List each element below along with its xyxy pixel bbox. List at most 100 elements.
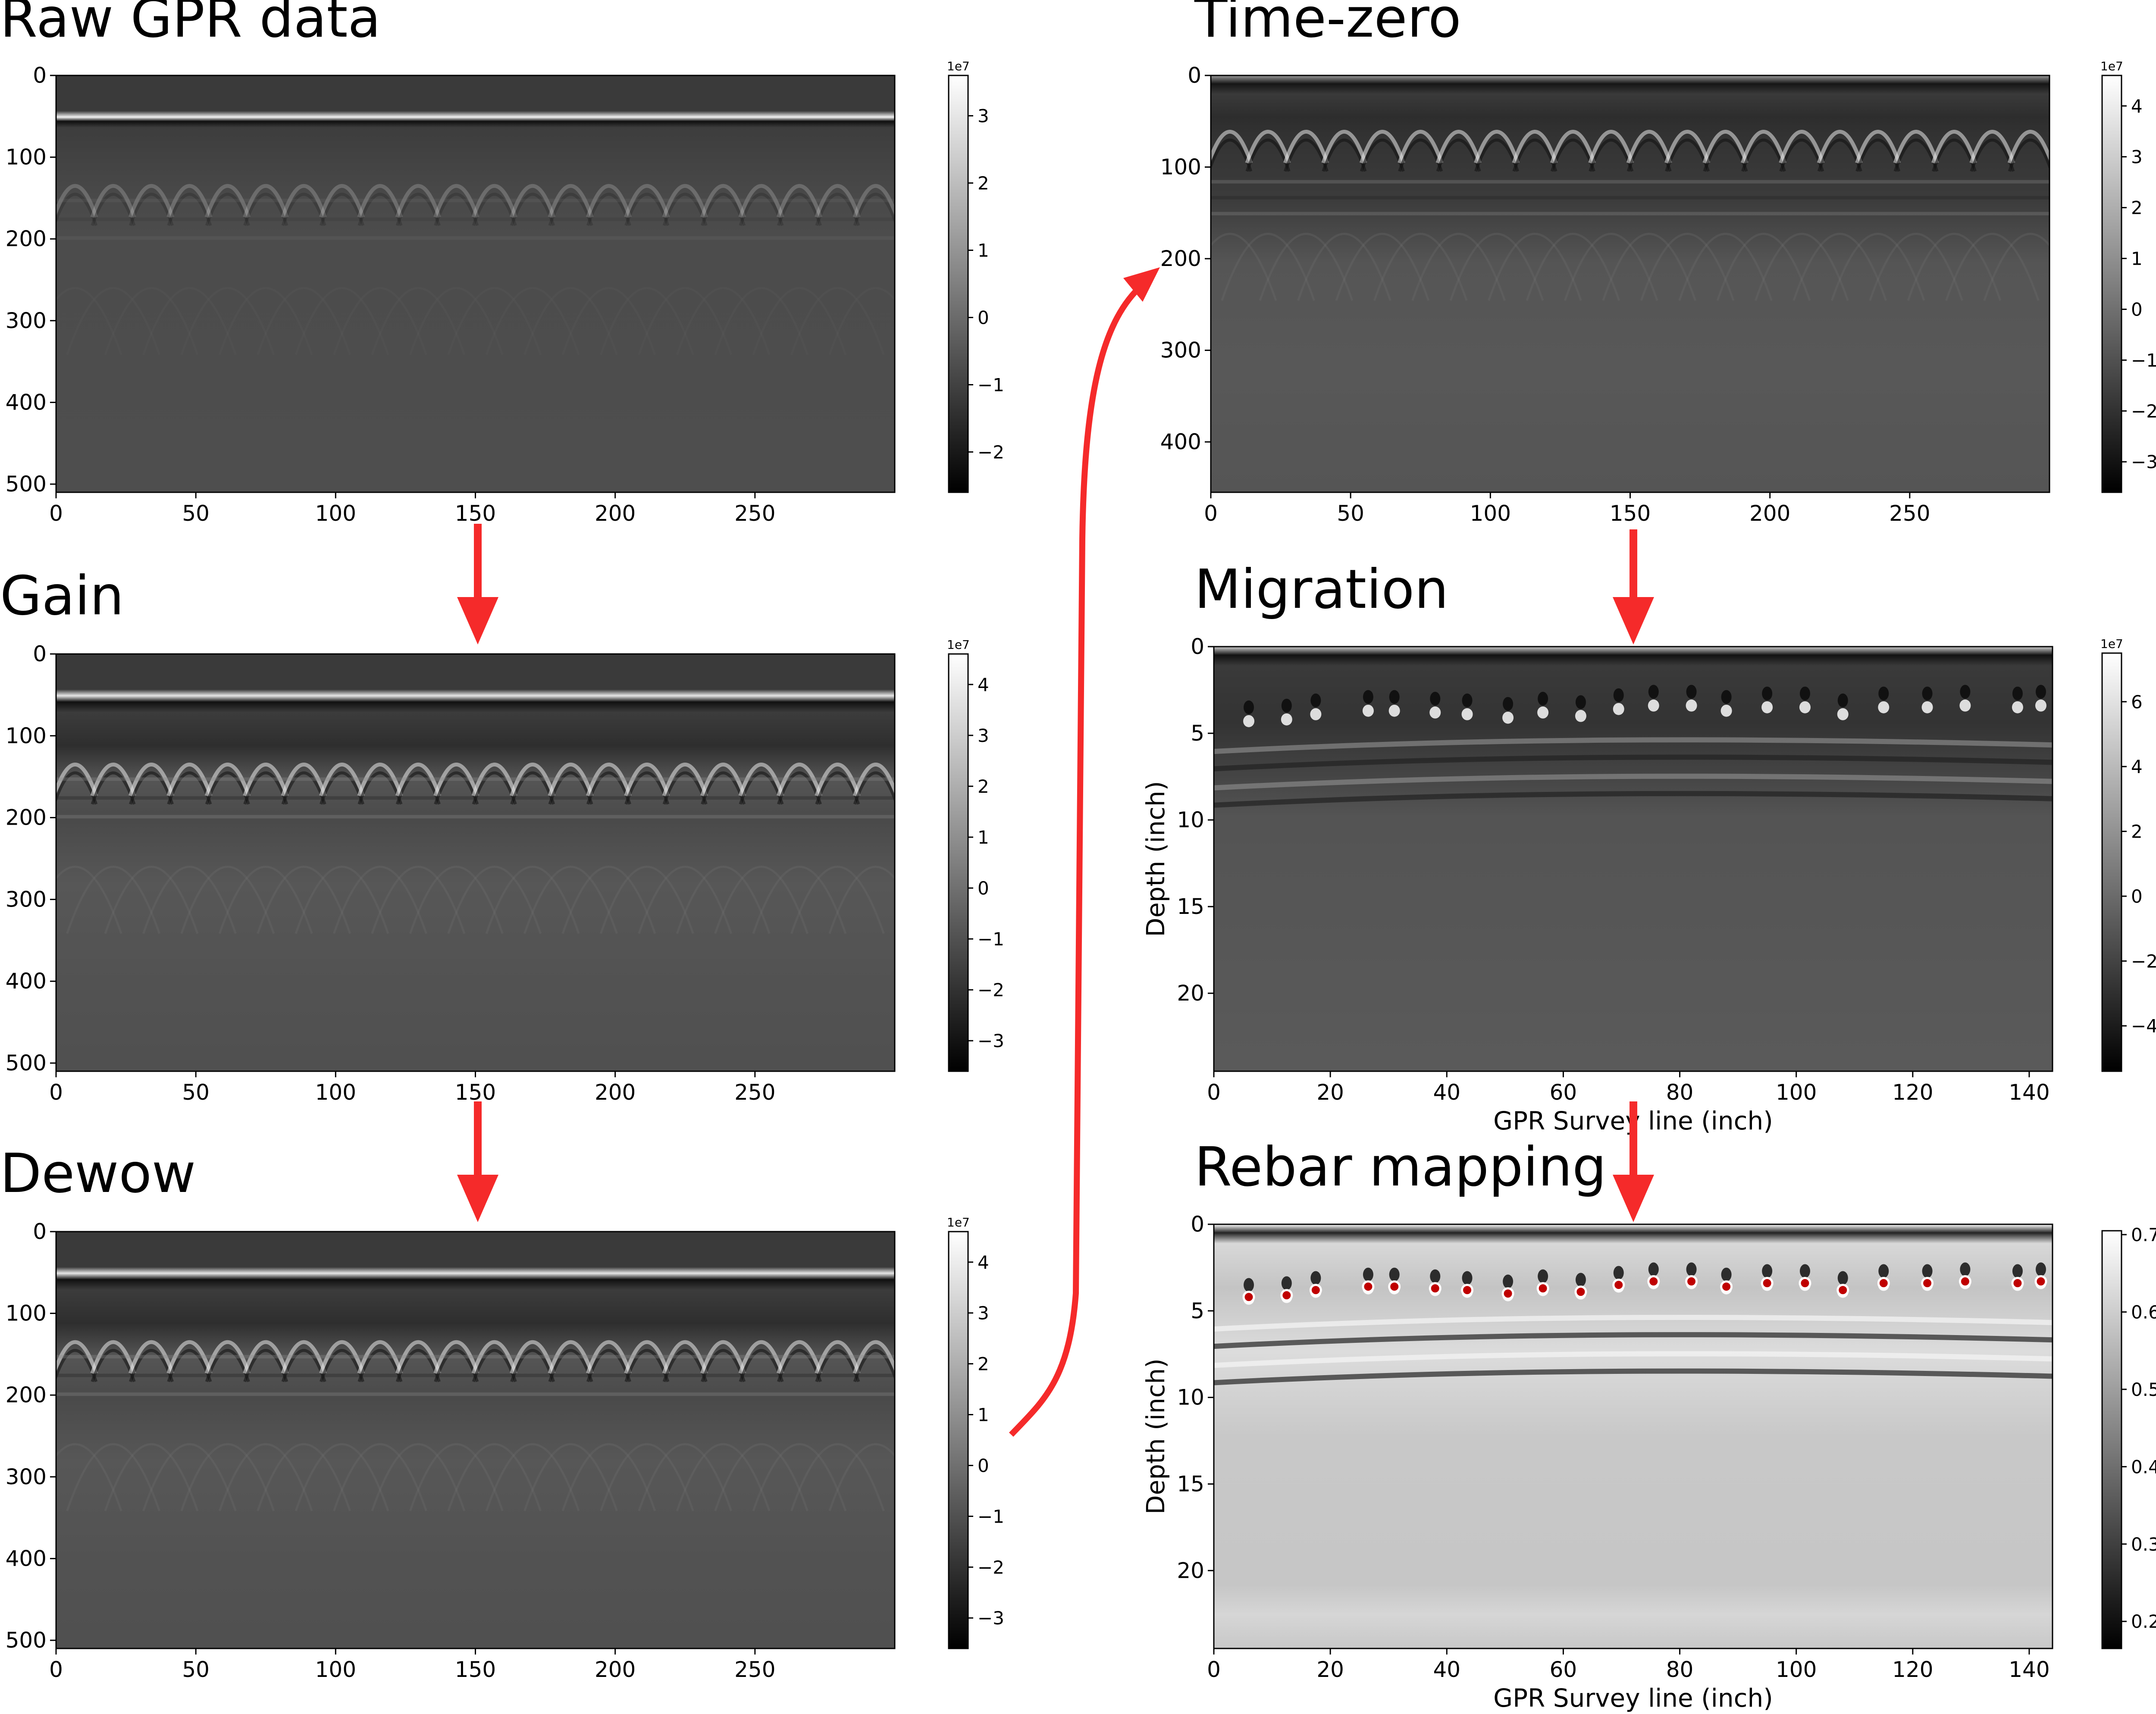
x-tick-label: 250 (1889, 501, 1930, 526)
colorbar-tick-label: −3 (978, 1608, 1004, 1629)
panel-rebar: Rebar mapping 0 20 40 60 80 100 120 140 0 5 10 15 20 G… (1141, 1136, 2156, 1713)
x-tick-label: 200 (595, 1657, 636, 1682)
colorbar-exponent: 1e7 (2100, 637, 2123, 651)
x-tick-label: 40 (1433, 1657, 1460, 1682)
colorbar-tick-label: 2 (978, 776, 989, 797)
rebar-marker (1720, 1280, 1733, 1293)
y-axis: 0 100 200 300 400 (1160, 63, 1211, 454)
arrow-dewow-to-timezero (1009, 267, 1160, 1437)
panel-gain: Gain 0 50 100 150 200 250 0 100 200 300 400 500 1e7 4 3… (0, 565, 1004, 1105)
y-tick-label: 0 (33, 63, 47, 88)
reflection-texture (1214, 685, 2053, 808)
x-axis-label: GPR Survey line (inch) (1493, 1683, 1773, 1713)
y-axis: 0 100 200 300 400 500 (6, 63, 56, 497)
y-tick-label: 100 (1160, 155, 1201, 180)
panel-title: Migration (1194, 558, 1448, 621)
x-tick-label: 100 (315, 1657, 356, 1682)
rebar-marker (1959, 1275, 1971, 1288)
rebar-marker (1501, 1287, 1514, 1300)
colorbar-tick-label: 0.4 (2131, 1456, 2156, 1477)
y-tick-label: 10 (1177, 807, 1204, 832)
y-axis: 0 5 10 15 20 (1177, 1212, 1214, 1583)
colorbar-gradient (948, 75, 969, 493)
rebar-marker (1836, 1284, 1849, 1297)
colorbar-tick-label: 4 (978, 1252, 989, 1273)
y-tick-label: 0 (33, 1219, 47, 1244)
x-tick-label: 0 (49, 1080, 63, 1105)
colorbar-gradient (2101, 1230, 2122, 1649)
y-axis: 0 100 200 300 400 500 (6, 641, 56, 1076)
colorbar: 1e7 6 4 2 0 −2 −4 (2100, 637, 2156, 1072)
colorbar: 1e7 4 3 2 1 0 −1 −2 −3 (947, 638, 1004, 1072)
x-tick-label: 20 (1316, 1657, 1344, 1682)
rebar-marker (1685, 1275, 1698, 1288)
y-tick-label: 100 (6, 723, 47, 748)
colorbar-tick-label: −2 (978, 979, 1004, 1001)
panel-dewow: Dewow 0 50 100 150 200 250 0 100 200 300 400 500 1e7 4… (0, 1142, 1004, 1682)
y-tick-label: 0 (1188, 63, 1201, 88)
rebar-markers (1242, 1275, 2047, 1304)
x-axis: 0 50 100 150 200 250 (49, 492, 776, 526)
colorbar-tick-label: 1 (978, 827, 989, 848)
y-tick-label: 0 (33, 641, 47, 666)
rebar-marker (1536, 1282, 1549, 1295)
rebar-marker (1280, 1289, 1293, 1302)
colorbar: 1e7 4 3 2 1 0 −1 −2 −3 (947, 1215, 1004, 1649)
x-tick-label: 100 (1776, 1657, 1817, 1682)
x-tick-label: 150 (455, 1080, 496, 1105)
y-axis-label: Depth (inch) (1141, 781, 1170, 937)
colorbar-tick-label: 0.7 (2131, 1224, 2156, 1245)
x-tick-label: 20 (1316, 1080, 1344, 1105)
colorbar-tick-label: 3 (2131, 147, 2143, 168)
rebar-marker (1612, 1279, 1625, 1292)
x-tick-label: 140 (2009, 1657, 2049, 1682)
y-tick-label: 200 (6, 1382, 47, 1407)
rebar-marker (1309, 1284, 1322, 1297)
y-tick-label: 100 (6, 145, 47, 170)
rebar-marker (1461, 1284, 1474, 1297)
colorbar-tick-label: 1 (978, 240, 989, 261)
x-tick-label: 50 (182, 1080, 210, 1105)
colorbar-tick-label: −1 (2131, 350, 2156, 371)
y-tick-label: 300 (6, 887, 47, 912)
y-tick-label: 300 (1160, 338, 1201, 363)
y-tick-label: 5 (1191, 721, 1204, 746)
colorbar-tick-label: −4 (2131, 1016, 2156, 1037)
colorbar-tick-label: 2 (978, 173, 989, 194)
panel-title: Time-zero (1194, 0, 1461, 50)
x-tick-label: 100 (315, 1080, 356, 1105)
x-tick-label: 150 (455, 501, 496, 526)
x-tick-label: 40 (1433, 1080, 1460, 1105)
colorbar-tick-label: −1 (978, 374, 1004, 395)
colorbar-tick-label: −3 (978, 1030, 1004, 1051)
y-tick-label: 500 (6, 1628, 47, 1653)
x-tick-label: 120 (1892, 1080, 1933, 1105)
x-tick-label: 200 (1749, 501, 1790, 526)
rebar-marker (2034, 1275, 2047, 1288)
colorbar-tick-label: 0.6 (2131, 1301, 2156, 1323)
x-axis: 0 50 100 150 200 250 (49, 1071, 776, 1105)
colorbar-tick-label: 4 (2131, 756, 2143, 777)
x-tick-label: 50 (1337, 501, 1364, 526)
rebar-marker (1799, 1277, 1811, 1290)
y-tick-label: 20 (1177, 981, 1204, 1006)
colorbar-gradient (2101, 652, 2122, 1072)
x-tick-label: 100 (1776, 1080, 1817, 1105)
panel-title: Rebar mapping (1194, 1136, 1607, 1198)
x-tick-label: 50 (182, 1657, 210, 1682)
x-tick-label: 140 (2009, 1080, 2049, 1105)
x-tick-label: 250 (734, 1080, 775, 1105)
colorbar-tick-label: −2 (2131, 951, 2156, 972)
colorbar-tick-label: −1 (978, 1506, 1004, 1527)
colorbar-tick-label: 0 (978, 1455, 989, 1476)
x-tick-label: 0 (1207, 1657, 1221, 1682)
colorbar-tick-label: 1 (2131, 248, 2143, 269)
x-tick-label: 50 (182, 501, 210, 526)
y-tick-label: 400 (6, 390, 47, 415)
colorbar-tick-label: 1 (978, 1404, 989, 1426)
x-tick-label: 150 (455, 1657, 496, 1682)
arrow-migration-to-rebar (1613, 1101, 1654, 1222)
rebar-marker (1921, 1277, 1934, 1290)
